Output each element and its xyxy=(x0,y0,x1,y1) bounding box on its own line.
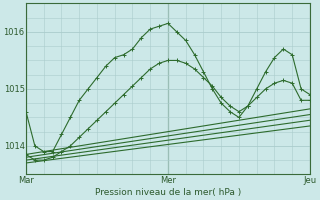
X-axis label: Pression niveau de la mer( hPa ): Pression niveau de la mer( hPa ) xyxy=(95,188,241,197)
